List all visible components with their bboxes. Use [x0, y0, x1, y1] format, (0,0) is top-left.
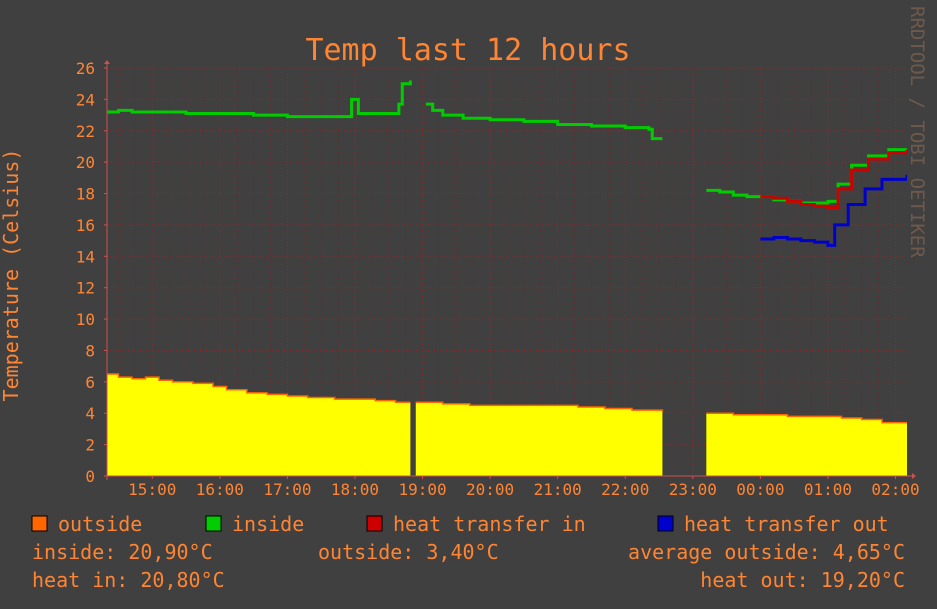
stat-outside: outside: 3,40°C [318, 540, 499, 564]
axes [104, 60, 916, 480]
y-tick-label: 20 [76, 153, 95, 172]
series-line-outside [706, 412, 907, 424]
y-axis-arrow [104, 60, 110, 64]
legend: outside inside heat transfer in heat tra… [31, 512, 889, 536]
y-axis-label: Temperature (Celsius) [0, 149, 23, 402]
x-tick-labels: 15:00 16:00 17:00 18:00 19:00 20:00 21:00 22:00… [128, 480, 919, 499]
x-tick-label: 18:00 [331, 480, 379, 499]
x-axis-arrow [912, 473, 916, 479]
x-tick-label: 19:00 [398, 480, 446, 499]
y-tick-label: 16 [76, 216, 95, 235]
y-tick-label: 4 [85, 404, 95, 423]
x-tick-label: 01:00 [804, 480, 852, 499]
legend-label-heat-in: heat transfer in [393, 512, 586, 536]
stat-average-outside: average outside: 4,65°C [628, 540, 905, 564]
y-tick-label: 12 [76, 279, 95, 298]
y-tick-label: 8 [85, 341, 95, 360]
series-line-outside [107, 373, 411, 403]
stat-heat-out: heat out: 19,20°C [700, 568, 905, 592]
series-line-outside [415, 401, 664, 412]
y-tick-label: 24 [76, 90, 95, 109]
legend-swatch-outside [31, 515, 48, 532]
y-tick-label: 10 [76, 310, 95, 329]
y-tick-label: 14 [76, 247, 95, 266]
series-area-outside [415, 402, 663, 476]
rrdtool-watermark: RRDTOOL / TOBI OETIKER [906, 6, 928, 258]
y-tick-label: 22 [76, 122, 95, 141]
y-tick-label: 26 [76, 59, 95, 78]
stat-inside: inside: 20,90°C [32, 540, 213, 564]
series-line-inside [425, 102, 663, 141]
legend-item-outside: outside [31, 512, 142, 536]
legend-label-inside: inside [232, 512, 304, 536]
x-tick-label: 00:00 [736, 480, 784, 499]
y-tick-label: 0 [85, 467, 95, 486]
chart-title: Temp last 12 hours [305, 33, 630, 68]
series-area-outside [706, 413, 907, 476]
series-line-heat-transfer-in [760, 149, 907, 210]
legend-item-heat-transfer-in: heat transfer in [366, 512, 586, 536]
x-tick-label: 16:00 [196, 480, 244, 499]
x-tick-label: 17:00 [263, 480, 311, 499]
series-line-inside [107, 80, 412, 119]
y-tick-label: 18 [76, 185, 95, 204]
legend-item-heat-transfer-out: heat transfer out [657, 512, 889, 536]
x-tick-label: 21:00 [534, 480, 582, 499]
stats: inside: 20,90°C outside: 3,40°C average … [32, 540, 905, 592]
legend-swatch-heat-out [657, 515, 674, 532]
legend-label-outside: outside [58, 512, 142, 536]
x-tick-label: 22:00 [601, 480, 649, 499]
y-tick-label: 6 [85, 373, 95, 392]
x-tick-label: 02:00 [871, 480, 919, 499]
x-tick-label: 23:00 [669, 480, 717, 499]
legend-swatch-inside [205, 515, 222, 532]
series-line-heat-transfer-out [760, 174, 907, 247]
x-tick-label: 20:00 [466, 480, 514, 499]
stat-heat-in: heat in: 20,80°C [32, 568, 225, 592]
legend-label-heat-out: heat transfer out [684, 512, 889, 536]
legend-swatch-heat-in [366, 515, 383, 532]
y-tick-label: 2 [85, 436, 95, 455]
series-lines [107, 80, 907, 424]
x-tick-label: 15:00 [128, 480, 176, 499]
legend-item-inside: inside [205, 512, 304, 536]
